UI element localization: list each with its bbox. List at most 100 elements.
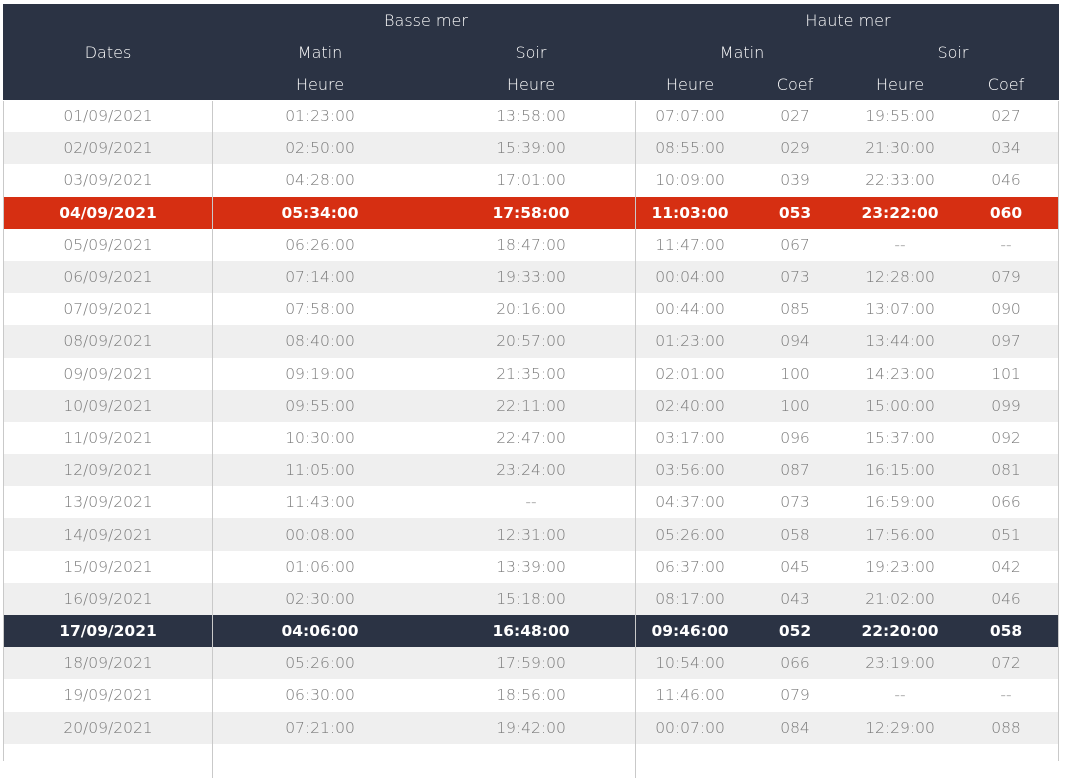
table-row: 12/09/2021 11:05:00 23:24:00 03:56:00 087 16:… (3, 454, 1059, 487)
table-row: 13/09/2021 11:43:00 -- 04:37:00 073 16:59:00 0… (3, 486, 1059, 519)
cell-hm-matin-heure: 11:47:00 (655, 235, 725, 254)
header-hm-soir-heure: Heure (875, 74, 925, 94)
cell-hm-soir-coef: -- (1000, 686, 1012, 705)
cell-bm-matin-heure: 10:30:00 (285, 428, 355, 447)
cell-hm-soir-heure: 14:23:00 (865, 364, 935, 383)
cell-bm-matin-heure: 06:26:00 (285, 235, 355, 254)
cell-date: 08/09/2021 (63, 332, 153, 351)
table-header: Basse mer Haute mer Dates Matin Soir Mat… (3, 4, 1059, 100)
cell-bm-matin-heure: 07:58:00 (285, 300, 355, 319)
cell-bm-matin-heure: 02:50:00 (285, 139, 355, 158)
cell-hm-soir-heure: 16:59:00 (865, 493, 935, 512)
cell-hm-matin-coef: 073 (780, 268, 810, 287)
cell-bm-soir-heure: 18:56:00 (496, 686, 566, 705)
cell-hm-soir-coef: 046 (991, 171, 1021, 190)
table-row: 11/09/2021 10:30:00 22:47:00 03:17:00 096 15:… (3, 421, 1059, 455)
cell-hm-soir-heure: 17:56:00 (865, 525, 935, 544)
table-row: 14/09/2021 00:08:00 12:31:00 05:26:00 058 17:… (3, 518, 1059, 551)
cell-hm-matin-heure: 00:04:00 (655, 268, 725, 287)
cell-date: 10/09/2021 (63, 396, 153, 415)
cell-hm-matin-heure: 10:09:00 (655, 171, 725, 190)
cell-hm-matin-coef: 058 (780, 525, 810, 544)
cell-date: 02/09/2021 (63, 139, 153, 158)
cell-hm-soir-heure: -- (894, 235, 906, 254)
cell-bm-soir-heure: -- (525, 493, 537, 512)
table-row: 15/09/2021 01:06:00 13:39:00 06:37:00 045 19:… (3, 550, 1059, 583)
divider-haute-mer (635, 101, 636, 778)
cell-date: 05/09/2021 (63, 235, 153, 254)
cell-hm-soir-heure: 19:23:00 (865, 557, 935, 576)
cell-hm-soir-heure: 22:33:00 (865, 171, 935, 190)
header-hm-matin-heure: Heure (665, 74, 715, 94)
cell-hm-soir-coef: 072 (991, 654, 1021, 673)
cell-hm-matin-coef: 039 (780, 171, 810, 190)
cell-bm-soir-heure: 16:48:00 (492, 622, 570, 641)
header-bm-matin: Matin (297, 42, 343, 62)
cell-hm-soir-coef: 034 (991, 139, 1021, 158)
header-basse-mer: Basse mer (384, 10, 468, 30)
cell-hm-matin-heure: 09:46:00 (651, 622, 729, 641)
header-hm-matin-coef: Coef (776, 74, 814, 94)
cell-bm-matin-heure: 02:30:00 (285, 589, 355, 608)
cell-hm-soir-coef: -- (1000, 235, 1012, 254)
table-row: 06/09/2021 07:14:00 19:33:00 00:04:00 073 12:… (3, 260, 1059, 294)
cell-bm-matin-heure: 05:34:00 (281, 203, 359, 222)
cell-hm-matin-coef: 096 (780, 428, 810, 447)
cell-bm-matin-heure: 09:19:00 (285, 364, 355, 383)
cell-bm-matin-heure: 11:43:00 (285, 493, 355, 512)
cell-hm-soir-heure: -- (894, 686, 906, 705)
cell-hm-matin-heure: 03:56:00 (655, 461, 725, 480)
cell-bm-matin-heure: 01:23:00 (285, 107, 355, 126)
divider-dates (212, 101, 213, 778)
cell-date: 11/09/2021 (63, 428, 153, 447)
cell-bm-matin-heure: 04:06:00 (281, 622, 359, 641)
cell-hm-matin-coef: 100 (780, 396, 810, 415)
cell-bm-matin-heure: 09:55:00 (285, 396, 355, 415)
cell-bm-soir-heure: 13:39:00 (496, 557, 566, 576)
cell-hm-matin-coef: 066 (780, 654, 810, 673)
cell-hm-matin-heure: 04:37:00 (655, 493, 725, 512)
header-dates: Dates (84, 42, 132, 62)
header-row-3: Heure Heure Heure Coef Heure Coef (3, 68, 1059, 100)
table-border-right (1058, 101, 1059, 761)
cell-bm-soir-heure: 17:59:00 (496, 654, 566, 673)
cell-hm-soir-heure: 15:00:00 (865, 396, 935, 415)
cell-hm-soir-coef: 051 (991, 525, 1021, 544)
cell-date: 04/09/2021 (59, 203, 157, 222)
cell-hm-soir-coef: 058 (989, 622, 1023, 641)
table-row: 09/09/2021 09:19:00 21:35:00 02:01:00 100 14:… (3, 357, 1059, 390)
cell-hm-matin-heure: 08:55:00 (655, 139, 725, 158)
cell-date: 12/09/2021 (63, 461, 153, 480)
cell-bm-matin-heure: 01:06:00 (285, 557, 355, 576)
cell-date: 18/09/2021 (63, 654, 153, 673)
cell-hm-matin-coef: 085 (780, 300, 810, 319)
cell-date: 09/09/2021 (63, 364, 153, 383)
cell-hm-matin-coef: 029 (780, 139, 810, 158)
cell-hm-matin-coef: 052 (778, 622, 812, 641)
tide-table: Basse mer Haute mer Dates Matin Soir Mat… (3, 4, 1059, 778)
cell-hm-matin-heure: 06:37:00 (655, 557, 725, 576)
cell-hm-soir-heure: 12:29:00 (865, 718, 935, 737)
cell-bm-soir-heure: 20:16:00 (496, 300, 566, 319)
cell-bm-matin-heure: 05:26:00 (285, 654, 355, 673)
cell-hm-matin-heure: 11:03:00 (651, 203, 729, 222)
cell-date: 03/09/2021 (63, 171, 153, 190)
cell-hm-matin-heure: 00:44:00 (655, 300, 725, 319)
cell-hm-soir-heure: 19:55:00 (865, 107, 935, 126)
cell-hm-soir-coef: 066 (991, 493, 1021, 512)
cell-hm-soir-coef: 081 (991, 461, 1021, 480)
table-row: 07/09/2021 07:58:00 20:16:00 00:44:00 085 13:… (3, 293, 1059, 326)
cell-hm-matin-heure: 02:40:00 (655, 396, 725, 415)
cell-hm-matin-coef: 073 (780, 493, 810, 512)
cell-hm-matin-heure: 02:01:00 (655, 364, 725, 383)
table-body: 01/09/2021 01:23:00 13:58:00 07:07:00 027 19:… (3, 100, 1059, 744)
cell-hm-matin-heure: 03:17:00 (655, 428, 725, 447)
table-row: 17/09/2021 04:06:00 16:48:00 09:46:00 052 22:… (3, 615, 1059, 648)
cell-bm-soir-heure: 20:57:00 (496, 332, 566, 351)
cell-hm-soir-heure: 15:37:00 (865, 428, 935, 447)
cell-bm-matin-heure: 07:14:00 (285, 268, 355, 287)
cell-hm-soir-coef: 092 (991, 428, 1021, 447)
header-row-2: Dates Matin Soir Matin Soir (3, 36, 1059, 68)
cell-hm-matin-heure: 00:07:00 (655, 718, 725, 737)
table-row: 05/09/2021 06:26:00 18:47:00 11:47:00 067 -- -… (3, 228, 1059, 261)
